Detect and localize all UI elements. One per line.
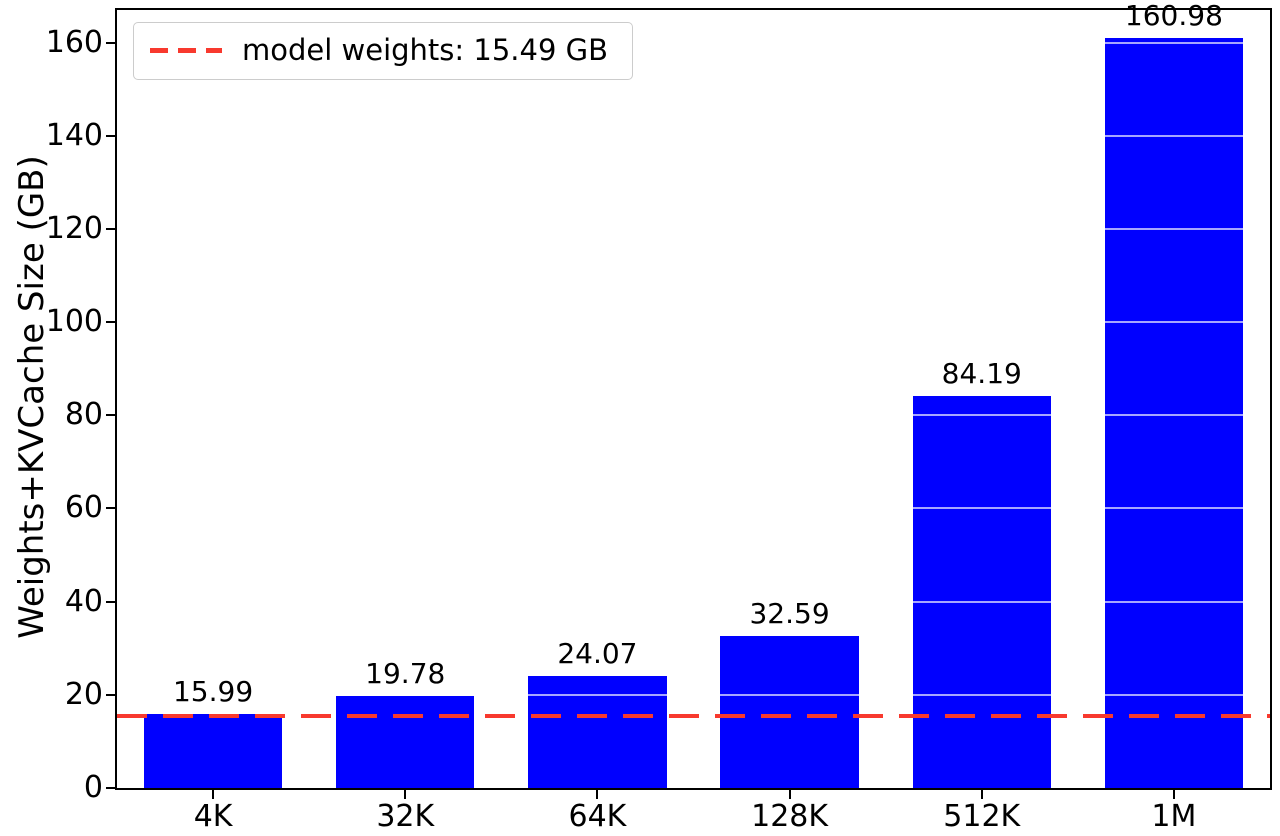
legend: model weights: 15.49 GB bbox=[133, 22, 633, 80]
bar-value-label: 15.99 bbox=[172, 674, 254, 708]
y-tick-label: 0 bbox=[83, 770, 103, 805]
x-tick-label: 512K bbox=[943, 799, 1021, 834]
x-tick-label: 32K bbox=[376, 799, 435, 834]
y-gridline bbox=[117, 227, 1270, 230]
y-tick-mark bbox=[106, 787, 115, 789]
y-gridline bbox=[117, 321, 1270, 324]
x-tick-label: 128K bbox=[751, 799, 829, 834]
y-tick-mark bbox=[106, 321, 115, 324]
x-tick-label: 1M bbox=[1151, 799, 1197, 834]
y-gridline bbox=[117, 414, 1270, 417]
bar-1m bbox=[1104, 38, 1244, 788]
bar-32k bbox=[336, 695, 475, 788]
y-tick-mark bbox=[106, 600, 115, 603]
bar-value-label: 160.98 bbox=[1124, 0, 1223, 33]
y-tick-label: 20 bbox=[64, 676, 103, 712]
legend-dashed-line-sample bbox=[150, 48, 222, 54]
model-weights-threshold-line bbox=[117, 713, 1270, 718]
x-tick-mark bbox=[980, 790, 983, 799]
x-tick-mark bbox=[404, 790, 407, 799]
legend-label: model weights: 15.49 GB bbox=[242, 33, 608, 67]
x-tick-mark bbox=[788, 790, 791, 799]
x-tick-label: 4K bbox=[193, 799, 233, 834]
x-tick-label: 64K bbox=[568, 799, 627, 834]
bar-value-label: 32.59 bbox=[749, 597, 830, 631]
bar-128k bbox=[720, 636, 859, 788]
y-tick-mark bbox=[106, 134, 115, 137]
x-tick-mark bbox=[212, 790, 215, 799]
y-tick-label: 60 bbox=[64, 490, 103, 526]
y-tick-label: 80 bbox=[64, 397, 103, 433]
plot-area: model weights: 15.49 GB 0 20 40 60 80 100 120 1… bbox=[46, 2, 1272, 832]
bar-value-label: 24.07 bbox=[557, 636, 638, 670]
y-gridline bbox=[117, 507, 1270, 510]
x-tick-mark bbox=[596, 790, 599, 799]
x-tick-mark bbox=[1172, 790, 1175, 799]
y-tick-label: 160 bbox=[45, 24, 103, 60]
bar-64k bbox=[528, 675, 667, 788]
y-tick-label: 120 bbox=[45, 210, 103, 246]
y-tick-mark bbox=[106, 41, 115, 44]
bar-value-label: 84.19 bbox=[941, 356, 1022, 390]
y-tick-mark bbox=[106, 414, 115, 417]
bar-512k bbox=[912, 395, 1051, 788]
y-gridline bbox=[117, 693, 1270, 696]
y-tick-mark bbox=[106, 693, 115, 696]
y-tick-label: 40 bbox=[64, 583, 103, 619]
bar-value-label: 19.78 bbox=[365, 656, 446, 690]
y-tick-mark bbox=[106, 227, 115, 230]
y-tick-label: 140 bbox=[45, 117, 103, 153]
y-gridline bbox=[117, 600, 1270, 603]
y-tick-label: 100 bbox=[45, 304, 103, 340]
y-gridline bbox=[117, 134, 1270, 137]
y-tick-mark bbox=[106, 507, 115, 510]
bar-4k bbox=[143, 713, 283, 788]
